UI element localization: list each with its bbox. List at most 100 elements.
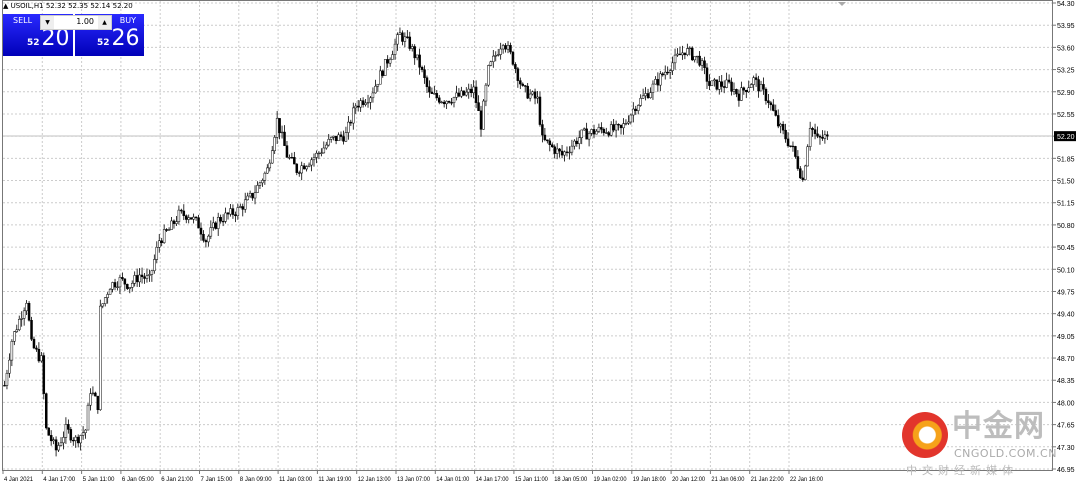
candle-body bbox=[241, 206, 245, 210]
candle bbox=[420, 65, 424, 73]
candle bbox=[617, 123, 620, 131]
candle-body bbox=[469, 88, 473, 94]
candle bbox=[25, 300, 28, 315]
decrease-lot-icon[interactable]: ▼ bbox=[41, 16, 54, 29]
candle-body bbox=[460, 90, 463, 97]
candle bbox=[587, 131, 591, 147]
candle bbox=[59, 437, 63, 447]
candle bbox=[20, 311, 23, 327]
candle-body bbox=[538, 96, 542, 125]
candle bbox=[145, 268, 149, 283]
candle bbox=[415, 54, 419, 61]
candle bbox=[550, 142, 554, 148]
candle-body bbox=[597, 127, 601, 132]
candle bbox=[639, 94, 642, 107]
x-tick-label: 20 Jan 12:00 bbox=[672, 476, 705, 483]
candle bbox=[391, 50, 394, 60]
candle-body bbox=[442, 101, 446, 105]
candle bbox=[320, 148, 323, 157]
candle-body bbox=[673, 54, 677, 64]
x-tick-label: 19 Jan 18:00 bbox=[633, 476, 666, 483]
increase-lot-icon[interactable]: ▲ bbox=[98, 16, 111, 29]
y-tick-label: 53.60 bbox=[1057, 45, 1075, 52]
candle bbox=[612, 119, 615, 133]
candle-body bbox=[118, 277, 122, 288]
candle bbox=[725, 72, 728, 89]
candle bbox=[312, 153, 316, 167]
candle bbox=[600, 122, 603, 134]
candle-body bbox=[126, 283, 129, 289]
y-tick-label: 48.35 bbox=[1057, 378, 1075, 385]
candle-body bbox=[64, 424, 68, 438]
y-tick-label: 53.95 bbox=[1057, 23, 1075, 30]
candle-body bbox=[695, 55, 699, 58]
candle bbox=[487, 64, 490, 87]
candle-body bbox=[686, 48, 689, 56]
candle bbox=[649, 87, 652, 99]
candle bbox=[634, 105, 638, 115]
candle-body bbox=[688, 47, 692, 50]
candle-body bbox=[344, 132, 348, 142]
candle bbox=[533, 88, 537, 105]
candle bbox=[776, 109, 780, 129]
candle bbox=[285, 140, 289, 158]
candle-body bbox=[747, 87, 750, 93]
y-tick-label: 49.40 bbox=[1057, 312, 1075, 319]
candle-body bbox=[639, 97, 642, 106]
candle-body bbox=[194, 216, 198, 219]
lot-size-input[interactable]: 1.00 bbox=[76, 17, 94, 26]
candle bbox=[40, 351, 43, 363]
candle bbox=[546, 139, 549, 144]
candle bbox=[514, 62, 517, 74]
candle bbox=[130, 280, 134, 292]
watermark-slogan: 中文财经新媒体 bbox=[906, 464, 1018, 477]
candle-body bbox=[396, 34, 399, 45]
candle-body bbox=[5, 372, 9, 386]
candle-body bbox=[796, 156, 800, 169]
candle-body bbox=[718, 81, 721, 90]
y-tick-label: 50.80 bbox=[1057, 223, 1075, 230]
candle bbox=[452, 96, 456, 108]
candle-body bbox=[40, 355, 43, 362]
candle bbox=[573, 139, 576, 150]
candle-body bbox=[676, 53, 679, 56]
candle bbox=[221, 214, 225, 227]
candle bbox=[155, 241, 159, 264]
candle-body bbox=[811, 128, 814, 130]
candle bbox=[605, 127, 608, 134]
candle bbox=[570, 139, 574, 156]
candle bbox=[413, 44, 416, 65]
candle-body bbox=[143, 276, 146, 279]
candle-body bbox=[415, 54, 419, 59]
candle-body bbox=[636, 105, 640, 111]
candle-body bbox=[72, 439, 75, 442]
lot-size-stepper[interactable]: ▼ 1.00 ▲ bbox=[40, 15, 112, 30]
candle bbox=[342, 130, 345, 145]
candle-body bbox=[619, 124, 623, 129]
candle bbox=[823, 130, 827, 144]
candle-body bbox=[27, 303, 31, 321]
candle-body bbox=[293, 157, 296, 165]
candle-body bbox=[305, 166, 308, 170]
candle bbox=[261, 178, 264, 187]
candle bbox=[243, 192, 247, 213]
candle-body bbox=[263, 172, 267, 181]
y-tick-label: 50.45 bbox=[1057, 245, 1075, 252]
candle-body bbox=[622, 123, 625, 129]
candle bbox=[140, 267, 144, 284]
candle-body bbox=[425, 77, 429, 88]
candle bbox=[347, 116, 350, 140]
sell-price-big: 20 bbox=[41, 26, 70, 51]
candle bbox=[430, 87, 434, 94]
candle bbox=[440, 100, 443, 104]
shift-marker-icon[interactable] bbox=[838, 2, 846, 6]
candle-body bbox=[546, 139, 549, 142]
candle bbox=[511, 51, 515, 66]
y-tick-label: 46.95 bbox=[1057, 467, 1075, 474]
candle-body bbox=[420, 66, 424, 70]
candle bbox=[273, 135, 276, 154]
candle bbox=[474, 80, 478, 109]
candle bbox=[54, 436, 58, 457]
candle-body bbox=[135, 275, 139, 283]
